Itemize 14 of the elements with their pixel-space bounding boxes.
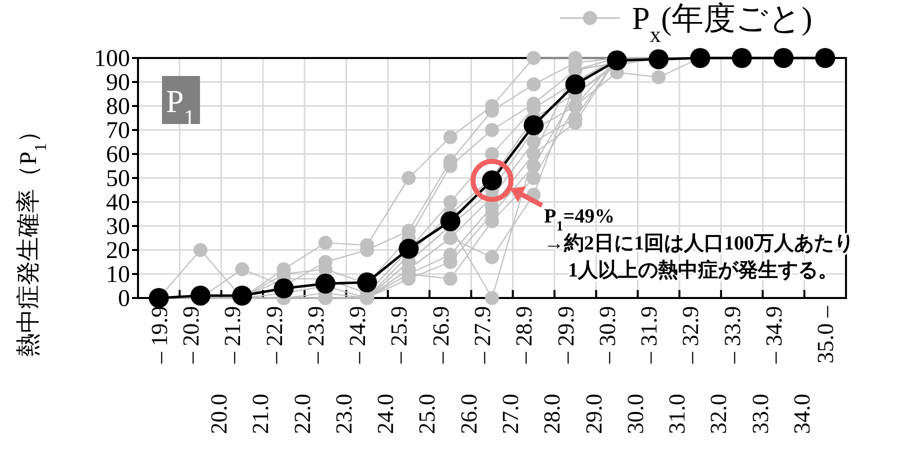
x-tick-label: 35.0 – [813,306,838,364]
y-tick-label: 90 [106,70,130,96]
y-tick-label: 10 [106,262,130,288]
x-tick-label: – 19.9 [146,306,172,364]
y-tick-label: 60 [106,142,130,168]
y-tick-label: 20 [106,238,130,264]
y-tick-label: 30 [106,214,130,240]
legend-label: P$_{x}$(年度ごと) [632,0,812,46]
y-tick-label: 80 [106,94,130,120]
y-tick-label: 40 [106,190,130,216]
y-tick-label: 100 [94,46,130,72]
y-tick-label: 0 [118,286,130,312]
y-tick-label: 70 [106,118,130,144]
y-tick-label: 50 [106,166,130,192]
